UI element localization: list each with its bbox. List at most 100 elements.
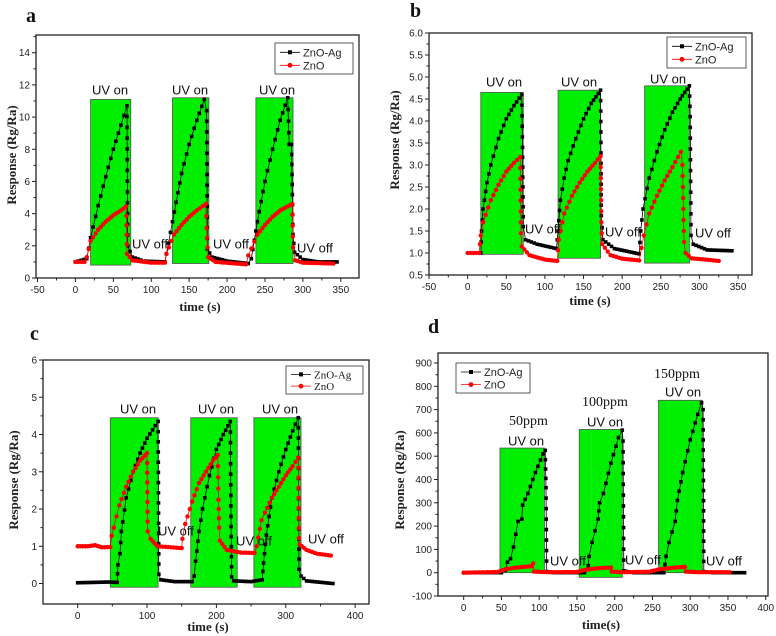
data-point-zno <box>281 477 286 482</box>
data-point-zno <box>124 242 130 247</box>
data-point-zno-ag <box>621 460 625 465</box>
data-point-zno-ag <box>682 90 687 95</box>
data-point-zno-ag <box>732 570 736 575</box>
data-point-zno-ag <box>288 435 293 439</box>
data-point-zno-ag <box>598 109 603 113</box>
legend-label: ZnO-Ag <box>303 47 342 59</box>
y-axis-label: Response (Rg/Ra) <box>6 430 21 529</box>
data-point-zno <box>124 204 129 209</box>
annotation: UV on <box>561 74 597 89</box>
data-point-zno-ag <box>701 438 705 442</box>
data-point-zno-ag <box>156 460 161 464</box>
data-point-zno-ag <box>712 248 717 252</box>
data-point-zno-ag <box>106 165 111 170</box>
data-point-zno-ag <box>96 203 100 208</box>
data-point-zno <box>483 212 488 218</box>
data-point-zno-ag <box>126 487 131 491</box>
data-point-zno-ag <box>229 493 233 498</box>
data-point-zno-ag <box>647 176 652 180</box>
data-point-zno-ag <box>254 578 259 583</box>
data-point-zno <box>680 162 685 168</box>
x-tick-label: 200 <box>208 611 225 622</box>
data-point-zno <box>194 486 199 492</box>
legend-box <box>285 365 364 395</box>
data-point-zno-ag <box>564 167 568 172</box>
data-point-zno-ag <box>697 244 701 249</box>
data-point-zno-ag <box>661 570 666 575</box>
data-point-zno-ag <box>520 165 525 169</box>
data-point-zno <box>296 525 302 531</box>
data-point-zno-ag <box>521 195 525 199</box>
data-point-zno <box>171 232 177 237</box>
data-point-zno <box>636 258 642 263</box>
data-point-zno <box>272 491 277 497</box>
data-point-zno-ag <box>593 528 597 533</box>
data-point-zno-ag <box>701 509 706 513</box>
plot-frame <box>42 359 370 605</box>
data-point-zno-ag <box>228 461 233 466</box>
data-point-zno-ag <box>207 251 212 255</box>
data-point-zno <box>652 199 657 204</box>
data-point-zno-ag <box>688 158 693 162</box>
x-tick-label: 150 <box>575 282 592 293</box>
data-point-zno-ag <box>156 480 161 485</box>
data-point-zno-ag <box>707 248 712 252</box>
data-point-zno-ag <box>156 470 161 475</box>
data-point-zno <box>252 550 257 556</box>
data-point-zno-ag <box>562 176 567 180</box>
data-point-zno-ag <box>549 245 553 250</box>
data-point-zno-ag <box>205 194 209 198</box>
data-point-zno-ag <box>520 175 525 179</box>
plot-frame <box>437 352 769 597</box>
data-point-zno-ag <box>103 174 108 179</box>
data-point-zno-ag <box>582 570 587 575</box>
data-point-zno <box>514 157 520 163</box>
data-point-zno-ag <box>601 491 606 496</box>
data-point-zno-ag <box>535 242 539 246</box>
data-point-zno <box>681 239 687 245</box>
data-point-zno-ag <box>88 235 93 240</box>
data-point-zno <box>577 180 582 185</box>
data-point-zno-ag <box>264 533 269 537</box>
x-tick-label: 150 <box>569 603 586 614</box>
data-point-zno-ag <box>654 570 659 575</box>
data-point-zno-ag <box>520 103 524 107</box>
data-point-zno-ag <box>520 135 525 139</box>
data-point-zno-ag <box>680 93 685 98</box>
data-point-zno-ag <box>479 240 483 244</box>
x-tick-label: 100 <box>531 603 548 614</box>
annotation: UV on <box>92 82 128 97</box>
data-point-zno <box>511 160 517 165</box>
data-point-zno-ag <box>156 450 161 454</box>
x-tick-label: 100 <box>537 282 554 293</box>
data-point-zno <box>255 232 260 237</box>
data-point-zno-ag <box>197 111 202 116</box>
panel-label: d <box>428 316 439 338</box>
data-point-zno-ag <box>678 97 682 101</box>
data-point-zno <box>296 455 301 460</box>
data-point-zno-ag <box>699 245 704 250</box>
data-point-zno-ag <box>701 549 706 554</box>
data-point-zno-ag <box>114 139 118 144</box>
data-point-zno-ag <box>263 542 268 547</box>
data-point-zno-ag <box>244 579 248 584</box>
data-point-zno-ag <box>688 104 692 109</box>
data-point-zno <box>130 469 136 474</box>
x-tick-label: 0 <box>461 603 467 614</box>
x-axis-label: time (s) <box>569 293 611 308</box>
data-point-zno-ag <box>133 463 138 468</box>
data-point-zno-ag <box>119 529 124 534</box>
data-point-zno-ag <box>193 559 198 563</box>
data-point-zno-ag <box>670 110 675 114</box>
data-point-zno-ag <box>742 570 747 575</box>
data-point-zno <box>196 480 202 486</box>
annotation: UV on <box>259 82 295 97</box>
data-point-zno <box>215 463 221 469</box>
data-point-zno-ag <box>675 101 680 106</box>
data-point-zno-ag <box>667 540 671 545</box>
data-point-zno-ag <box>521 205 525 209</box>
x-tick-label: 200 <box>614 282 631 293</box>
data-point-zno-ag <box>544 517 549 521</box>
data-point-zno-ag <box>480 218 485 222</box>
data-point-zno-ag <box>701 498 706 503</box>
